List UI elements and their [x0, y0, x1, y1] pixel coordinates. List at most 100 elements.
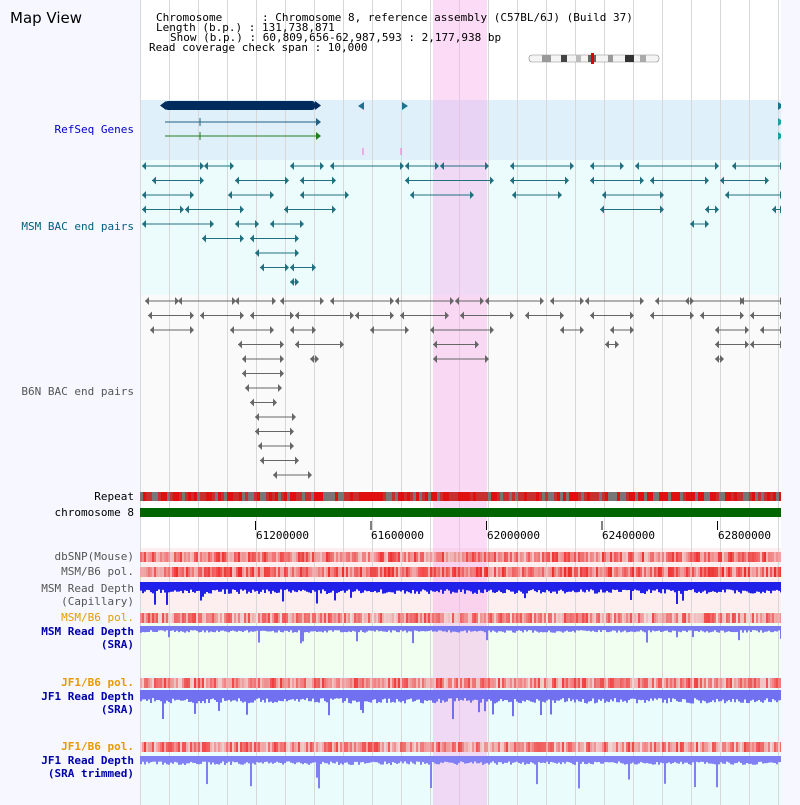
- depth-bar: [504, 756, 506, 763]
- depth-bar: [262, 626, 264, 631]
- repeat-segment: [146, 492, 149, 501]
- heat-cell: [518, 552, 520, 562]
- heat-cell: [754, 678, 756, 688]
- heat-cell: [574, 742, 576, 752]
- depth-bar: [660, 582, 662, 594]
- heat-cell: [648, 613, 650, 623]
- heat-cell: [772, 552, 774, 562]
- heat-cell: [726, 552, 728, 562]
- depth-bar: [426, 756, 428, 764]
- heat-cell: [212, 552, 214, 562]
- grid-line: [343, 0, 344, 805]
- depth-bar: [634, 626, 636, 633]
- heat-cell: [698, 552, 700, 562]
- label-refseq-genes[interactable]: RefSeq Genes: [54, 123, 134, 136]
- heat-cell: [272, 567, 274, 577]
- heat-cell: [646, 567, 648, 577]
- depth-bar: [770, 690, 772, 703]
- heat-cell: [672, 678, 674, 688]
- heat-cell: [606, 742, 608, 752]
- heat-cell: [166, 678, 168, 688]
- depth-bar: [382, 626, 384, 632]
- heat-cell: [196, 678, 198, 688]
- b6n-bac-pair-end: [150, 326, 154, 334]
- depth-bar: [170, 582, 172, 592]
- depth-bar: [720, 626, 722, 631]
- show-range-info: Show (b.p.) : 60,809,656-62,987,593 : 2,…: [170, 31, 502, 44]
- depth-bar: [236, 690, 238, 702]
- heat-cell: [724, 678, 726, 688]
- depth-bar: [624, 756, 626, 765]
- depth-bar: [718, 756, 720, 765]
- heat-cell: [168, 678, 170, 688]
- heat-cell: [514, 613, 516, 623]
- heat-cell: [324, 567, 326, 577]
- heat-cell: [212, 742, 214, 752]
- depth-bar: [560, 582, 562, 590]
- heat-cell: [742, 613, 744, 623]
- heat-cell: [220, 742, 222, 752]
- repeat-segment: [602, 492, 605, 501]
- heat-cell: [358, 742, 360, 752]
- msm-bac-pair-end: [255, 220, 259, 228]
- depth-bar: [618, 756, 620, 762]
- depth-bar: [248, 690, 250, 704]
- depth-bar: [658, 690, 660, 699]
- depth-bar: [690, 690, 692, 704]
- b6n-bac-pair-end: [355, 311, 359, 320]
- heat-cell: [392, 613, 394, 623]
- heat-cell: [544, 678, 546, 688]
- depth-bar: [158, 582, 160, 590]
- heat-cell: [544, 567, 546, 577]
- heat-cell: [234, 613, 236, 623]
- repeat-segment: [281, 492, 284, 501]
- depth-bar: [740, 582, 742, 594]
- chromosome-ideogram[interactable]: [528, 52, 660, 66]
- depth-bar: [180, 626, 182, 632]
- heat-cell: [374, 552, 376, 562]
- heat-cell: [268, 742, 270, 752]
- heat-cell: [644, 742, 646, 752]
- repeat-segment: [209, 492, 212, 501]
- heat-cell: [154, 613, 156, 623]
- depth-bar: [734, 690, 736, 703]
- label-msm-bac-end-pairs[interactable]: MSM BAC end pairs: [21, 220, 134, 233]
- heat-cell: [430, 678, 432, 688]
- track-canvas[interactable]: [140, 0, 781, 805]
- msm-bac-pair-end: [490, 176, 494, 185]
- repeat-segment: [584, 492, 587, 501]
- depth-bar: [748, 582, 750, 593]
- b6n-bac-pair-end: [650, 311, 654, 320]
- heat-cell: [286, 552, 288, 562]
- heat-cell: [424, 678, 426, 688]
- heat-cell: [144, 567, 146, 577]
- label-b6n-bac-end-pairs[interactable]: B6N BAC end pairs: [21, 385, 134, 398]
- depth-bar: [244, 626, 246, 631]
- heat-cell: [358, 552, 360, 562]
- heat-cell: [204, 613, 206, 623]
- depth-bar: [178, 582, 180, 592]
- highlight-region[interactable]: [433, 0, 487, 805]
- depth-bar: [150, 690, 152, 703]
- heat-cell: [770, 742, 772, 752]
- heat-cell: [726, 742, 728, 752]
- heat-cell: [242, 742, 244, 752]
- msm-bac-pair-end: [290, 278, 294, 286]
- depth-bar: [388, 756, 390, 764]
- depth-bar: [620, 582, 622, 593]
- heat-cell: [416, 552, 418, 562]
- heat-cell: [778, 552, 780, 562]
- heat-cell: [434, 567, 436, 577]
- depth-bar: [692, 756, 694, 763]
- heat-cell: [632, 567, 634, 577]
- repeat-segment: [407, 492, 410, 501]
- depth-bar: [690, 582, 692, 591]
- heat-cell: [194, 742, 196, 752]
- depth-bar: [698, 756, 700, 763]
- heat-cell: [640, 678, 642, 688]
- depth-bar: [276, 690, 278, 703]
- heat-cell: [432, 742, 434, 752]
- depth-bar: [600, 626, 602, 632]
- heat-cell: [256, 613, 258, 623]
- depth-bar: [266, 690, 268, 699]
